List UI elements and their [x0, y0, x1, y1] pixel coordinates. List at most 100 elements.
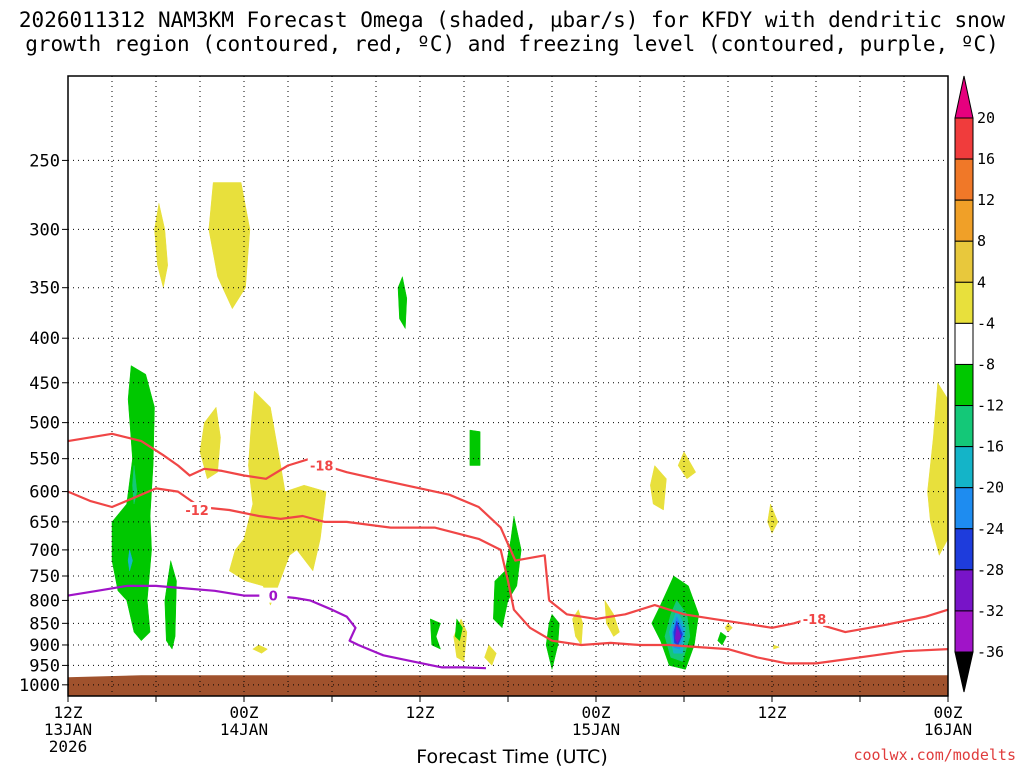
y-tick-label: 500: [29, 414, 60, 434]
colorbar-label: -36: [977, 643, 1004, 661]
y-tick-label: 750: [29, 567, 60, 587]
colorbar-label: -20: [977, 479, 1004, 497]
contour-label-bg: [307, 457, 336, 473]
omega-area: [767, 503, 779, 534]
contour-label: -18: [310, 459, 334, 474]
omega-area: [252, 644, 268, 654]
omega-area: [154, 203, 168, 288]
colorbar-label: 20: [977, 109, 995, 127]
x-tick-label: 12Z: [406, 703, 435, 722]
y-tick-label: 850: [29, 614, 60, 634]
y-tick-label: 950: [29, 656, 60, 676]
omega-area: [674, 625, 682, 644]
terrain-layer: [68, 675, 948, 696]
colorbar-label: -12: [977, 397, 1004, 415]
terrain-fill: [68, 675, 948, 696]
contour-line-dgz: [822, 608, 949, 634]
axes-layer: 2503003504004505005506006507007508008509…: [19, 75, 972, 756]
colorbar-swatch: [954, 405, 974, 448]
colorbar-swatch: [954, 322, 974, 365]
y-tick-label: 450: [29, 374, 60, 394]
y-tick-label: 600: [29, 483, 60, 503]
contour-label-bg: [183, 502, 212, 518]
omega-area: [132, 465, 138, 505]
contour-label: -12: [185, 504, 209, 519]
y-tick-label: 300: [29, 220, 60, 240]
y-tick-label: 350: [29, 279, 60, 299]
omega-area: [650, 464, 667, 511]
omega-area: [208, 182, 251, 310]
contour-layer: -18 -18 -12 0: [67, 432, 949, 670]
grid-layer: [67, 76, 949, 696]
omega-area: [493, 515, 522, 629]
contour-line-dgz: [67, 432, 802, 629]
contour-label-bg: [800, 610, 829, 626]
colorbar-swatch: [954, 569, 974, 612]
x-tick-label: 16JAN: [924, 720, 972, 739]
omega-area: [127, 549, 133, 571]
colorbar-label: 16: [977, 150, 995, 168]
x-tick-label: 15JAN: [572, 720, 620, 739]
y-tick-label: 700: [29, 541, 60, 561]
omega-area: [677, 451, 697, 480]
y-tick-label: 800: [29, 591, 60, 611]
x-tick-label: 12Z: [758, 703, 787, 722]
x-axis-title: Forecast Time (UTC): [416, 746, 608, 768]
colorbar-swatch: [954, 487, 974, 530]
colorbar-swatch: [954, 363, 974, 407]
omega-area: [199, 406, 221, 480]
y-tick-label: 400: [29, 329, 60, 349]
colorbar-swatch: [954, 446, 974, 489]
colorbar-label: 12: [977, 191, 995, 209]
contour-line-dgz: [67, 487, 949, 665]
omega-area: [484, 644, 497, 666]
omega-area: [604, 600, 620, 637]
contour-label: -18: [803, 613, 827, 628]
colorbar-label: 8: [977, 232, 986, 250]
colorbar-swatch: [954, 158, 974, 201]
colorbar-bottom-arrow: [954, 651, 974, 693]
omega-area: [469, 429, 481, 466]
colorbar: 20 16 12 8 4 -4 -8 -12 -16 -20 -24 -28 -32 -36: [954, 75, 1004, 693]
x-tick-label: 2026: [49, 737, 88, 756]
colorbar-swatch: [954, 528, 974, 571]
x-tick-label: 13JAN: [44, 720, 92, 739]
credit-text: coolwx.com/modelts: [853, 746, 1016, 764]
y-tick-label: 250: [29, 151, 60, 171]
x-tick-label: 12Z: [54, 703, 83, 722]
colorbar-label: -4: [977, 314, 995, 332]
colorbar-top-arrow: [954, 75, 974, 119]
colorbar-label: 4: [977, 273, 986, 291]
colorbar-swatch: [954, 117, 974, 160]
y-tick-label: 900: [29, 636, 60, 656]
x-tick-label: 00Z: [582, 703, 611, 722]
colorbar-swatch: [954, 610, 974, 653]
colorbar-label: -24: [977, 520, 1004, 538]
omega-area: [164, 560, 177, 650]
colorbar-label: -8: [977, 355, 995, 373]
omega-area: [717, 631, 727, 646]
chart-title-line2: growth region (contoured, red, ºC) and f…: [25, 32, 999, 56]
colorbar-swatch: [954, 199, 974, 242]
omega-area: [572, 609, 584, 646]
colorbar-swatch: [954, 281, 974, 324]
contour-line-freezing: [67, 584, 487, 670]
omega-area: [927, 382, 949, 556]
y-tick-label: 1000: [19, 676, 60, 696]
chart-title-line1: 2026011312 NAM3KM Forecast Omega (shaded…: [18, 8, 1006, 32]
x-tick-label: 00Z: [230, 703, 259, 722]
omega-area: [397, 275, 408, 330]
omega-area: [724, 622, 733, 633]
omega-area: [773, 644, 781, 650]
colorbar-swatch: [954, 240, 974, 283]
colorbar-label: -28: [977, 561, 1004, 579]
x-tick-label: 00Z: [934, 703, 963, 722]
omega-area: [430, 618, 441, 650]
y-tick-label: 550: [29, 450, 60, 470]
colorbar-label: -32: [977, 602, 1004, 620]
x-tick-label: 14JAN: [220, 720, 268, 739]
plot-frame: [67, 75, 949, 697]
contour-label-bg: [259, 587, 288, 603]
colorbar-label: -16: [977, 438, 1004, 456]
